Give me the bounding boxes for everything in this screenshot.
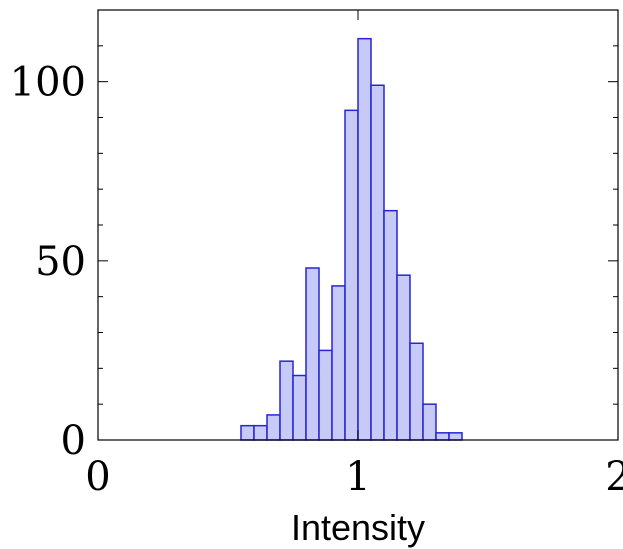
histogram-bar [305, 267, 320, 441]
histogram-bar [409, 342, 424, 441]
histogram-bar [344, 109, 359, 441]
x-tick-label: 0 [85, 454, 110, 500]
y-tick-label: 50 [35, 239, 86, 285]
histogram-bar [331, 285, 346, 441]
histogram-bar [422, 403, 437, 441]
tick-labels: 0 50 100 0 1 2 [10, 60, 623, 500]
bars-group [240, 37, 463, 441]
x-tick-label: 2 [605, 454, 623, 500]
x-tick-label: 1 [345, 454, 370, 500]
histogram-bar [448, 432, 463, 441]
x-axis-title: Intensity [291, 507, 425, 548]
histogram-bar [292, 374, 307, 441]
tick-marks [97, 9, 619, 441]
histogram-bar [240, 424, 255, 441]
histogram-bar [318, 349, 333, 441]
histogram-bar [370, 84, 385, 441]
histogram-bar [253, 424, 268, 441]
histogram-bar [383, 209, 398, 441]
histogram-bar [435, 432, 450, 441]
histogram-bar [396, 274, 411, 441]
histogram-bar [266, 414, 281, 441]
histogram-bar [279, 360, 294, 441]
y-tick-label: 0 [61, 418, 86, 464]
y-tick-label: 100 [10, 60, 86, 106]
histogram-bar [357, 37, 372, 441]
